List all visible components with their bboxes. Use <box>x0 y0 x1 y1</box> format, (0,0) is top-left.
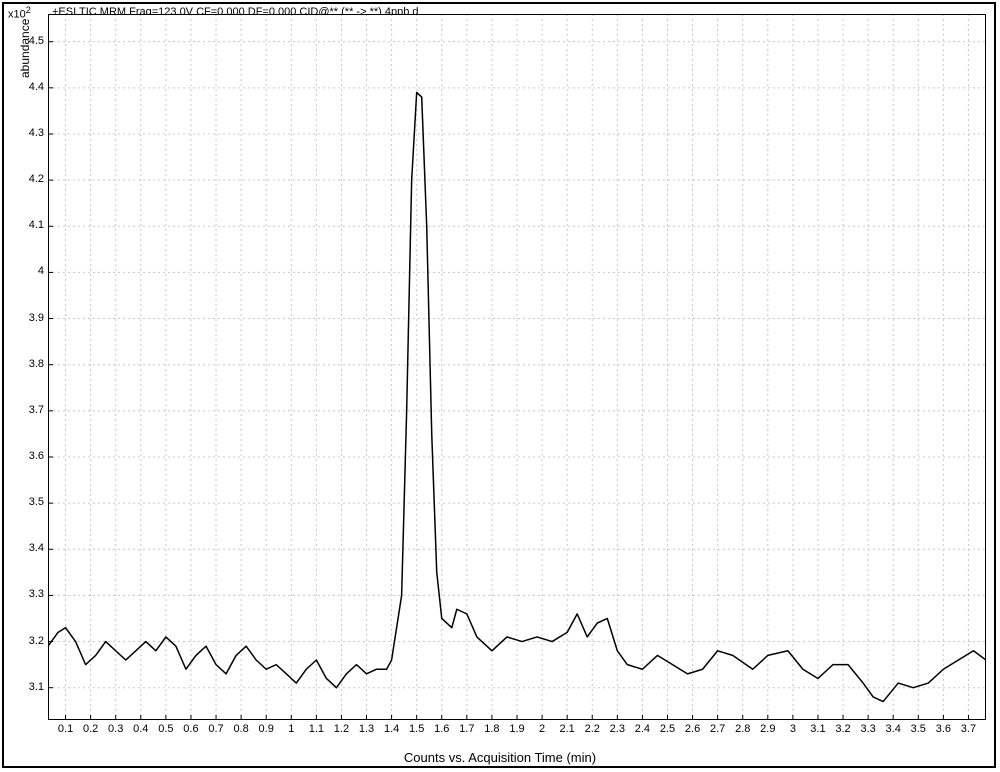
y-tick-label: 3.2 <box>20 635 44 647</box>
x-tick-label: 1.7 <box>459 723 474 735</box>
y-tick-label: 4.4 <box>20 81 44 93</box>
x-tick-label: 0.9 <box>259 723 274 735</box>
x-tick-label: 0.3 <box>108 723 123 735</box>
x-tick-label: 3.7 <box>961 723 976 735</box>
x-tick-label: 3.5 <box>911 723 926 735</box>
x-tick-label: 1.1 <box>309 723 324 735</box>
x-tick-label: 2.6 <box>685 723 700 735</box>
x-tick-label: 3.3 <box>860 723 875 735</box>
y-tick-label: 3.6 <box>20 450 44 462</box>
x-tick-label: 2.5 <box>660 723 675 735</box>
y-tick-label: 3.3 <box>20 588 44 600</box>
x-tick-label: 0.2 <box>83 723 98 735</box>
y-tick-label: 3.8 <box>20 358 44 370</box>
x-tick-label: 1.4 <box>384 723 399 735</box>
plot-area <box>48 14 986 720</box>
x-tick-label: 3.1 <box>810 723 825 735</box>
x-tick-label: 3.4 <box>886 723 901 735</box>
y-multiplier-exp: 2 <box>26 5 31 15</box>
x-tick-label: 2 <box>539 723 545 735</box>
x-axis-title: Counts vs. Acquisition Time (min) <box>0 750 1000 765</box>
x-tick-label: 0.7 <box>208 723 223 735</box>
y-tick-label: 4.3 <box>20 127 44 139</box>
gridlines <box>48 14 986 720</box>
x-tick-label: 0.6 <box>183 723 198 735</box>
x-tick-label: 2.4 <box>635 723 650 735</box>
x-tick-label: 1 <box>288 723 294 735</box>
x-tick-label: 2.2 <box>585 723 600 735</box>
y-tick-label: 3.1 <box>20 681 44 693</box>
y-tick-label: 4.1 <box>20 219 44 231</box>
x-tick-label: 3.2 <box>835 723 850 735</box>
x-tick-label: 1.6 <box>434 723 449 735</box>
x-tick-label: 2.3 <box>610 723 625 735</box>
y-tick-label: 4.5 <box>20 35 44 47</box>
x-tick-label: 3.6 <box>936 723 951 735</box>
tick-marks <box>48 42 968 720</box>
x-tick-label: 1.2 <box>334 723 349 735</box>
y-tick-label: 4.2 <box>20 173 44 185</box>
y-tick-label: 4 <box>20 265 44 277</box>
chart-svg <box>48 14 986 720</box>
y-tick-label: 3.4 <box>20 542 44 554</box>
x-tick-label: 1.5 <box>409 723 424 735</box>
x-tick-label: 2.8 <box>735 723 750 735</box>
x-tick-label: 1.3 <box>359 723 374 735</box>
x-tick-label: 0.4 <box>133 723 148 735</box>
y-tick-label: 3.5 <box>20 496 44 508</box>
x-tick-label: 0.5 <box>158 723 173 735</box>
y-tick-label: 3.9 <box>20 312 44 324</box>
x-tick-label: 3 <box>790 723 796 735</box>
y-axis-title: abundance <box>18 19 32 78</box>
x-tick-label: 1.9 <box>509 723 524 735</box>
y-tick-label: 3.7 <box>20 404 44 416</box>
x-tick-label: 2.1 <box>560 723 575 735</box>
x-tick-label: 1.8 <box>484 723 499 735</box>
x-tick-label: 0.1 <box>58 723 73 735</box>
x-tick-label: 2.7 <box>710 723 725 735</box>
x-tick-label: 0.8 <box>233 723 248 735</box>
x-tick-label: 2.9 <box>760 723 775 735</box>
